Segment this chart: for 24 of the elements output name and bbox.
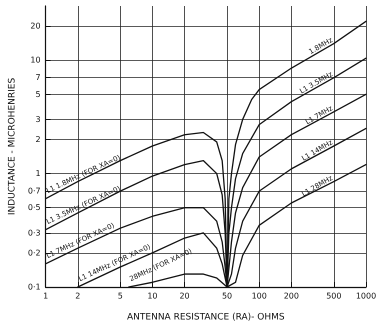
y-tick-label: 0·3 [28,228,41,238]
y-tick-label: 0·7 [28,186,41,196]
x-tick-label: 20 [179,292,190,300]
x-tick-label: 500 [326,292,342,300]
y-tick-label: 0·1 [28,282,41,292]
x-tick-label: 2 [75,292,80,300]
x-tick-label: 50 [222,292,232,300]
y-axis-title: INDUCTANCE - MICROHENRIES [8,78,18,216]
x-axis-title: ANTENNA RESISTANCE (RA)- OHMS [127,312,285,322]
y-tick-label: 7 [36,73,41,82]
x-tick-label: 200 [284,292,299,300]
y-tick-label: 3 [36,114,41,124]
x-tick-label: 5 [118,292,123,300]
y-tick-label: 1 [36,169,41,178]
y-tick-label: 0·2 [28,248,41,258]
y-tick-label: 20 [30,21,41,30]
y-tick-label: 0·5 [28,203,41,212]
y-tick-label: 10 [30,56,41,65]
x-tick-label: 1000 [356,292,376,300]
x-tick-label: 1 [43,292,48,300]
y-tick-label: 2 [36,134,41,144]
x-tick-label: 100 [252,292,267,300]
x-tick-label: 10 [147,292,158,300]
y-tick-label: 5 [36,90,41,99]
